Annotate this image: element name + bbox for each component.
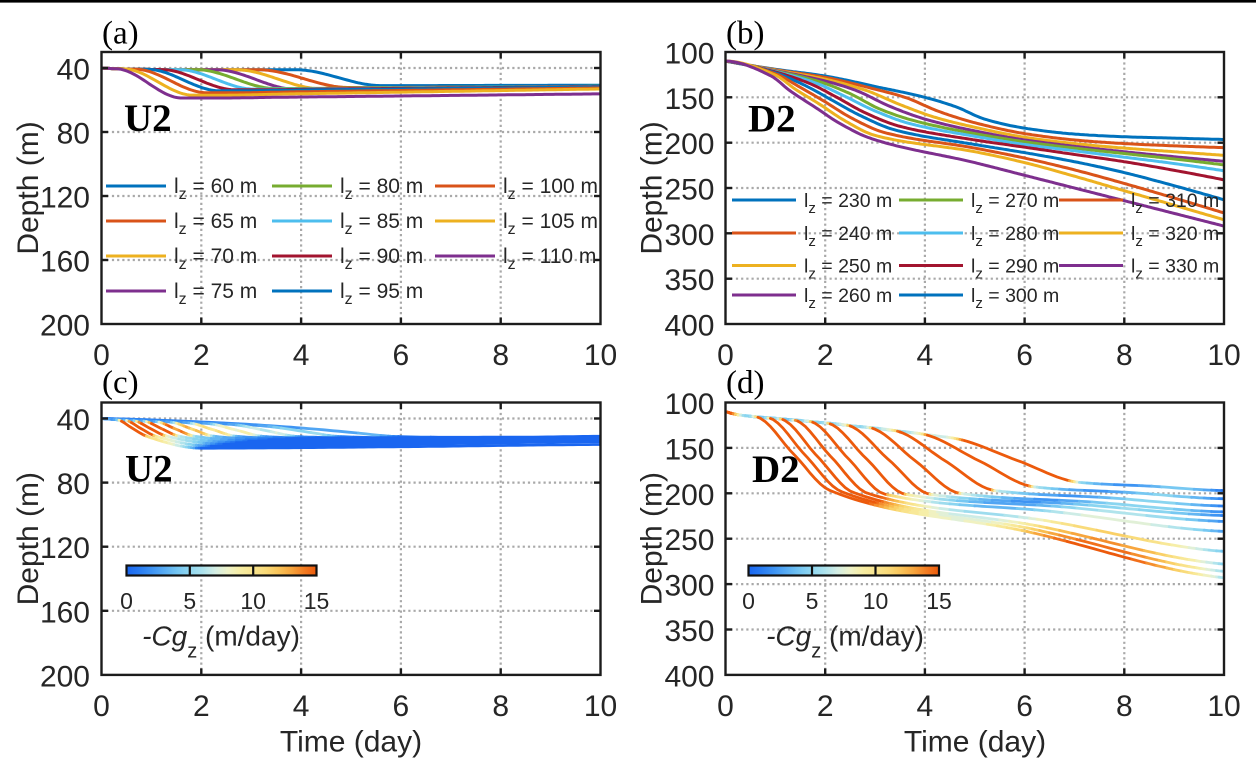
svg-text:(b): (b) bbox=[726, 16, 764, 52]
svg-text:D2: D2 bbox=[752, 448, 800, 491]
svg-text:80: 80 bbox=[57, 468, 90, 501]
svg-text:4: 4 bbox=[917, 339, 934, 372]
svg-text:6: 6 bbox=[1016, 339, 1033, 372]
svg-text:10: 10 bbox=[1207, 339, 1240, 372]
svg-text:5: 5 bbox=[806, 588, 819, 614]
svg-text:Time (day): Time (day) bbox=[280, 726, 422, 759]
svg-text:350: 350 bbox=[664, 264, 714, 297]
svg-text:200: 200 bbox=[40, 660, 90, 693]
svg-text:120: 120 bbox=[40, 532, 90, 565]
svg-text:400: 400 bbox=[664, 310, 714, 343]
svg-text:(d): (d) bbox=[726, 365, 764, 401]
svg-text:Depth (m): Depth (m) bbox=[636, 472, 669, 605]
svg-text:100: 100 bbox=[664, 38, 714, 71]
svg-text:15: 15 bbox=[304, 588, 330, 614]
svg-text:4: 4 bbox=[293, 339, 310, 372]
svg-text:U2: U2 bbox=[125, 448, 173, 491]
svg-text:0: 0 bbox=[93, 339, 110, 372]
svg-text:2: 2 bbox=[193, 339, 210, 372]
svg-text:200: 200 bbox=[664, 128, 714, 161]
svg-text:2: 2 bbox=[193, 690, 210, 723]
svg-text:40: 40 bbox=[57, 54, 90, 87]
svg-text:U2: U2 bbox=[124, 97, 172, 140]
svg-text:40: 40 bbox=[57, 404, 90, 437]
svg-text:150: 150 bbox=[664, 433, 714, 466]
svg-text:10: 10 bbox=[863, 588, 889, 614]
svg-text:0: 0 bbox=[717, 690, 734, 723]
svg-text:80: 80 bbox=[57, 118, 90, 151]
svg-text:10: 10 bbox=[584, 339, 617, 372]
svg-text:Depth (m): Depth (m) bbox=[12, 472, 45, 605]
svg-text:200: 200 bbox=[664, 479, 714, 512]
svg-text:200: 200 bbox=[40, 310, 90, 343]
svg-text:10: 10 bbox=[584, 690, 617, 723]
svg-text:250: 250 bbox=[664, 174, 714, 207]
svg-text:400: 400 bbox=[664, 660, 714, 693]
svg-text:Depth (m): Depth (m) bbox=[636, 121, 669, 254]
svg-text:4: 4 bbox=[293, 690, 310, 723]
svg-text:0: 0 bbox=[717, 339, 734, 372]
svg-text:lz = 70 m: lz = 70 m bbox=[174, 245, 257, 273]
svg-text:5: 5 bbox=[183, 588, 196, 614]
svg-text:D2: D2 bbox=[748, 98, 796, 141]
svg-text:Depth (m): Depth (m) bbox=[12, 121, 45, 254]
svg-text:250: 250 bbox=[664, 524, 714, 557]
svg-text:100: 100 bbox=[664, 388, 714, 421]
svg-text:350: 350 bbox=[664, 615, 714, 648]
svg-text:0: 0 bbox=[93, 690, 110, 723]
svg-text:0: 0 bbox=[120, 588, 133, 614]
svg-text:150: 150 bbox=[664, 83, 714, 116]
svg-text:15: 15 bbox=[926, 588, 952, 614]
svg-text:8: 8 bbox=[492, 339, 509, 372]
svg-text:-Cgz (m/day): -Cgz (m/day) bbox=[142, 621, 300, 663]
svg-text:8: 8 bbox=[1116, 339, 1133, 372]
svg-text:300: 300 bbox=[664, 219, 714, 252]
svg-text:2: 2 bbox=[817, 690, 834, 723]
svg-text:10: 10 bbox=[240, 588, 266, 614]
svg-text:120: 120 bbox=[40, 182, 90, 215]
svg-text:0: 0 bbox=[742, 588, 755, 614]
svg-text:6: 6 bbox=[1016, 690, 1033, 723]
svg-text:(c): (c) bbox=[102, 365, 139, 401]
svg-text:4: 4 bbox=[917, 690, 934, 723]
svg-text:-Cgz (m/day): -Cgz (m/day) bbox=[766, 621, 924, 663]
svg-text:6: 6 bbox=[393, 339, 410, 372]
svg-text:8: 8 bbox=[1116, 690, 1133, 723]
svg-text:300: 300 bbox=[664, 570, 714, 603]
svg-text:(a): (a) bbox=[102, 16, 139, 52]
svg-text:2: 2 bbox=[817, 339, 834, 372]
svg-text:160: 160 bbox=[40, 246, 90, 279]
svg-text:6: 6 bbox=[393, 690, 410, 723]
svg-text:Time (day): Time (day) bbox=[904, 726, 1046, 759]
svg-text:8: 8 bbox=[492, 690, 509, 723]
svg-text:160: 160 bbox=[40, 596, 90, 629]
svg-text:10: 10 bbox=[1207, 690, 1240, 723]
